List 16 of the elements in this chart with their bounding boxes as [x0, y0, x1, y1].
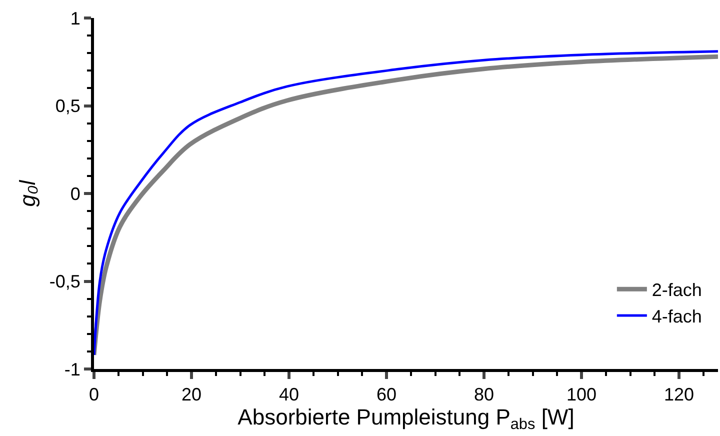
y-axis-title: g₀l [15, 179, 40, 207]
x-tick-label: 80 [474, 384, 494, 405]
y-tick-label: -1 [64, 359, 80, 380]
x-axis-title: Absorbierte Pumpleistung P$_{abs}$ [W] [238, 404, 574, 434]
x-tick-label: 100 [566, 384, 597, 405]
x-tick-label: 0 [88, 384, 100, 405]
x-tick-label: 60 [376, 384, 397, 405]
x-tick-label: 20 [181, 384, 202, 405]
legend-label: 4-fach [652, 306, 702, 327]
legend-label: 2-fach [652, 280, 702, 300]
x-tick-label: 40 [278, 384, 300, 405]
y-tick-label: 0,5 [55, 96, 80, 116]
y-tick-label: -0,5 [49, 272, 80, 292]
x-tick-label: 120 [664, 384, 694, 405]
y-tick-label: 1 [70, 8, 80, 28]
y-tick-label: 0 [70, 184, 80, 204]
